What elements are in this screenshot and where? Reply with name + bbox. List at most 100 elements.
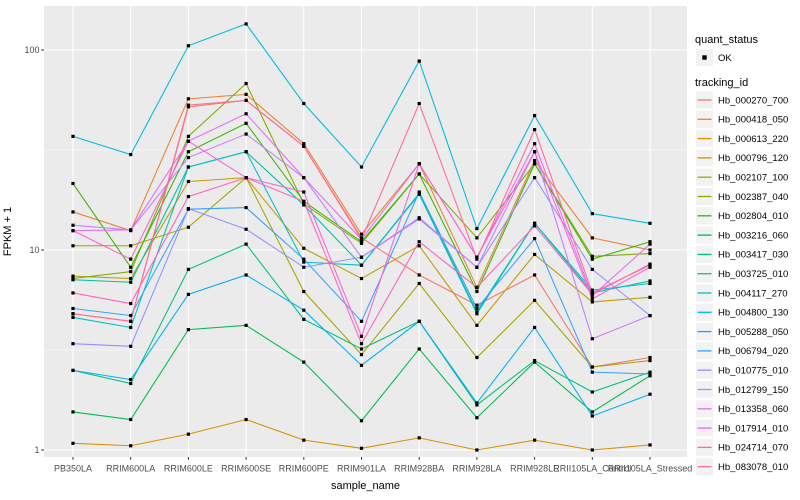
data-point — [129, 417, 133, 422]
x-tick-label: RRIM928BA — [394, 464, 444, 474]
data-point — [186, 150, 190, 154]
data-point — [590, 288, 594, 292]
data-point — [71, 441, 75, 445]
data-point — [648, 240, 652, 244]
data-point — [590, 291, 594, 295]
data-point — [648, 313, 652, 318]
data-point — [186, 432, 190, 436]
data-point — [244, 227, 248, 231]
data-point — [186, 165, 190, 169]
data-point — [475, 306, 479, 311]
data-point — [417, 244, 421, 248]
data-point — [302, 190, 306, 194]
data-point — [359, 347, 364, 351]
data-point — [359, 334, 364, 338]
data-point — [186, 103, 190, 107]
data-point — [186, 97, 190, 101]
legend-entry-label: Hb_003417_030 — [718, 250, 788, 261]
data-point — [129, 257, 133, 261]
data-point — [186, 155, 190, 160]
data-point — [71, 312, 75, 316]
data-point — [302, 144, 306, 148]
data-point — [71, 223, 75, 227]
data-point — [129, 244, 133, 248]
data-point — [302, 308, 306, 312]
data-point — [71, 306, 75, 311]
legend-entry-label: Hb_017914_010 — [718, 423, 788, 434]
data-point — [302, 199, 306, 203]
data-point — [129, 265, 133, 269]
data-point — [129, 228, 133, 232]
data-point — [417, 190, 421, 194]
data-point — [302, 438, 306, 442]
x-tick-labels: PB350LA RRIM600LA RRIM600LE RRIM600SE RRIM60… — [54, 464, 692, 474]
data-point — [533, 325, 537, 330]
data-point — [129, 313, 133, 318]
data-point — [302, 265, 306, 269]
data-point — [186, 327, 190, 332]
legend-entry-label: Hb_003216_060 — [718, 230, 788, 241]
data-point — [129, 381, 133, 386]
data-point — [71, 291, 75, 295]
y-axis-title: FPKM + 1 — [2, 207, 14, 256]
data-point — [533, 113, 537, 118]
data-point — [417, 347, 421, 351]
data-point — [590, 337, 594, 341]
data-point — [475, 401, 479, 405]
data-point — [533, 298, 537, 302]
data-point — [533, 221, 537, 225]
data-point — [186, 44, 190, 48]
data-point — [71, 229, 75, 233]
data-point — [590, 365, 594, 369]
legend-entry-label: Hb_010775_010 — [718, 366, 788, 377]
data-point — [359, 165, 364, 169]
x-tick-label: RRIM928LA — [452, 464, 501, 474]
axis-tick-marks — [41, 49, 651, 460]
legend-entry-label: Hb_006794_020 — [718, 346, 788, 357]
data-point — [648, 443, 652, 447]
x-tick-label: RRIM600SE — [221, 464, 271, 474]
x-tick-label: RRIM600LA — [106, 464, 155, 474]
data-point — [302, 317, 306, 321]
x-tick-label: RRII105LA_Control — [553, 464, 631, 474]
legend-entry-label: Hb_004800_130 — [718, 308, 788, 319]
data-point — [590, 390, 594, 394]
data-point — [648, 251, 652, 256]
data-point — [186, 225, 190, 229]
data-point — [533, 150, 537, 154]
data-point — [71, 134, 75, 138]
data-point — [244, 176, 248, 180]
data-point — [648, 248, 652, 252]
x-tick-label: RRIM928LE — [510, 464, 559, 474]
data-point — [359, 419, 364, 423]
data-point — [359, 263, 364, 267]
legend-entry-label: Hb_004117_270 — [718, 288, 788, 299]
legend-entry-label: Hb_002804_010 — [718, 211, 788, 222]
data-point — [533, 438, 537, 442]
data-point — [590, 410, 594, 414]
data-point — [129, 325, 133, 330]
data-point — [359, 276, 364, 281]
data-point — [186, 267, 190, 271]
data-point — [129, 344, 133, 348]
data-point — [590, 300, 594, 304]
legend-quant-status-title: quant_status — [695, 34, 758, 46]
data-point — [244, 81, 248, 86]
data-point — [590, 254, 594, 258]
data-point — [359, 255, 364, 259]
data-point — [71, 315, 75, 320]
data-point — [417, 319, 421, 323]
data-point — [533, 237, 537, 241]
data-point — [475, 312, 479, 316]
data-point — [244, 132, 248, 136]
plot-panel — [44, 6, 687, 457]
data-point — [244, 273, 248, 277]
data-point — [359, 363, 364, 367]
data-point — [302, 289, 306, 294]
data-point — [417, 162, 421, 166]
data-point — [186, 139, 190, 143]
data-point — [475, 448, 479, 452]
data-point — [302, 257, 306, 261]
